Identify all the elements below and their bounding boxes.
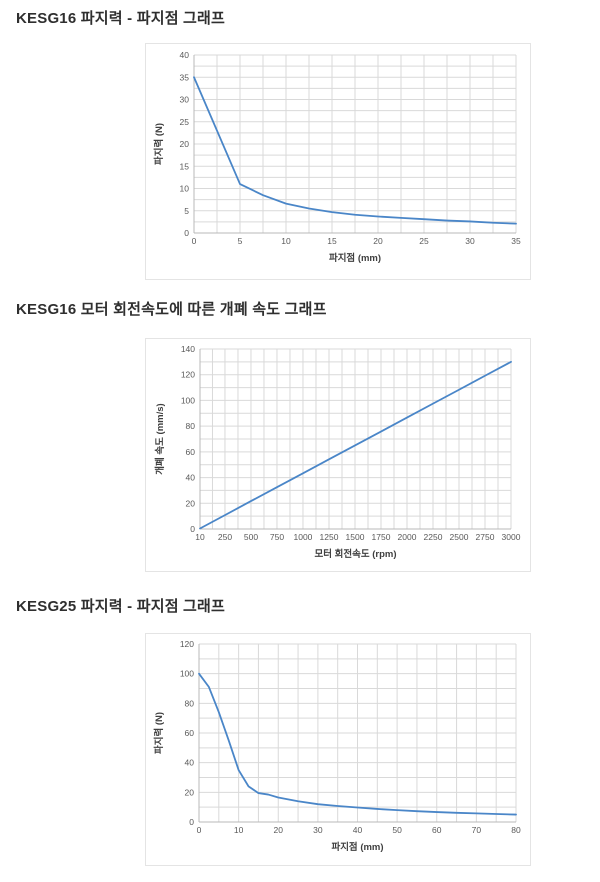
chart-kesg25-grip-force-canvas: 0 10 20 30 40 50 60 70 80 0 20 40 60 80 100 120 파지점 (mm)… xyxy=(153,639,521,853)
x-tick-label: 2750 xyxy=(476,532,495,542)
data-series-line xyxy=(198,672,517,816)
x-tick-label: 3000 xyxy=(502,532,521,542)
x-tick-label: 30 xyxy=(313,825,323,835)
y-tick-label: 40 xyxy=(180,50,190,60)
chart-panel-kesg16-speed: 10 250 500 750 1000 1250 1500 1750 2000 2250 2500 2… xyxy=(145,338,531,572)
y-tick-label: 20 xyxy=(186,498,196,508)
x-tick-label: 5 xyxy=(238,236,243,246)
x-tick-label: 750 xyxy=(270,532,284,542)
x-tick-label: 0 xyxy=(197,825,202,835)
x-tick-label: 500 xyxy=(244,532,258,542)
x-tick-label: 20 xyxy=(373,236,383,246)
y-tick-label: 60 xyxy=(186,447,196,457)
y-tick-label: 120 xyxy=(180,639,194,649)
x-tick-label: 25 xyxy=(419,236,429,246)
y-axis-title: 개폐 속도 (mm/s) xyxy=(154,403,166,474)
y-axis-title: 파지력 (N) xyxy=(153,712,165,754)
x-tick-label: 35 xyxy=(511,236,521,246)
x-axis-title: 모터 회전속도 (rpm) xyxy=(315,548,397,560)
x-tick-label: 10 xyxy=(281,236,291,246)
x-tick-label: 70 xyxy=(472,825,482,835)
x-tick-label: 10 xyxy=(195,532,205,542)
y-tick-label: 120 xyxy=(181,370,195,380)
y-tick-label: 80 xyxy=(186,421,196,431)
y-tick-label: 35 xyxy=(180,72,190,82)
x-tick-label: 2000 xyxy=(398,532,417,542)
x-tick-label: 40 xyxy=(353,825,363,835)
x-tick-label: 0 xyxy=(192,236,197,246)
y-axis-title: 파지력 (N) xyxy=(153,123,165,165)
x-tick-label: 250 xyxy=(218,532,232,542)
y-tick-label: 15 xyxy=(180,161,190,171)
section-title-kesg16-grip: KESG16 파지력 - 파지점 그래프 xyxy=(16,10,226,27)
chart-panel-kesg25-grip: 0 10 20 30 40 50 60 70 80 0 20 40 60 80 100 120 파지점 (mm)… xyxy=(145,633,531,866)
y-tick-label: 0 xyxy=(184,228,189,238)
y-tick-label: 80 xyxy=(185,698,195,708)
y-tick-label: 100 xyxy=(181,395,195,405)
data-series-line xyxy=(193,76,517,225)
y-tick-label: 20 xyxy=(180,139,190,149)
x-tick-label: 50 xyxy=(392,825,402,835)
y-tick-label: 25 xyxy=(180,117,190,127)
x-tick-label: 15 xyxy=(327,236,337,246)
x-tick-label: 1500 xyxy=(346,532,365,542)
x-tick-label: 30 xyxy=(465,236,475,246)
chart-kesg16-grip-force-canvas: 0 5 10 15 20 25 30 35 0 5 10 15 20 25 30 35 40 파지점 (mm) 파지… xyxy=(153,50,521,264)
x-axis-title: 파지점 (mm) xyxy=(331,841,383,853)
y-tick-label: 5 xyxy=(184,206,189,216)
chart-kesg16-open-close-speed-canvas: 10 250 500 750 1000 1250 1500 1750 2000 2250 2500 2… xyxy=(154,344,521,560)
y-tick-label: 0 xyxy=(190,524,195,534)
section-title-kesg25-grip: KESG25 파지력 - 파지점 그래프 xyxy=(16,598,226,615)
chart-panel-kesg16-grip: 0 5 10 15 20 25 30 35 0 5 10 15 20 25 30 35 40 파지점 (mm) 파지… xyxy=(145,43,531,280)
x-tick-label: 1000 xyxy=(294,532,313,542)
y-tick-label: 60 xyxy=(185,728,195,738)
x-tick-label: 1250 xyxy=(320,532,339,542)
y-tick-label: 20 xyxy=(185,787,195,797)
data-series-line xyxy=(199,360,512,530)
x-tick-label: 2250 xyxy=(424,532,443,542)
x-axis-title: 파지점 (mm) xyxy=(329,252,381,264)
x-tick-label: 20 xyxy=(274,825,284,835)
y-tick-label: 40 xyxy=(185,758,195,768)
y-tick-label: 100 xyxy=(180,669,194,679)
x-tick-label: 10 xyxy=(234,825,244,835)
x-tick-label: 2500 xyxy=(450,532,469,542)
section-title-kesg16-speed: KESG16 모터 회전속도에 따른 개폐 속도 그래프 xyxy=(16,301,327,318)
x-tick-label: 1750 xyxy=(372,532,391,542)
y-tick-label: 140 xyxy=(181,344,195,354)
x-tick-label: 60 xyxy=(432,825,442,835)
x-tick-label: 80 xyxy=(511,825,521,835)
y-tick-label: 40 xyxy=(186,473,196,483)
y-tick-label: 0 xyxy=(189,817,194,827)
y-tick-label: 10 xyxy=(180,184,190,194)
y-tick-label: 30 xyxy=(180,95,190,105)
